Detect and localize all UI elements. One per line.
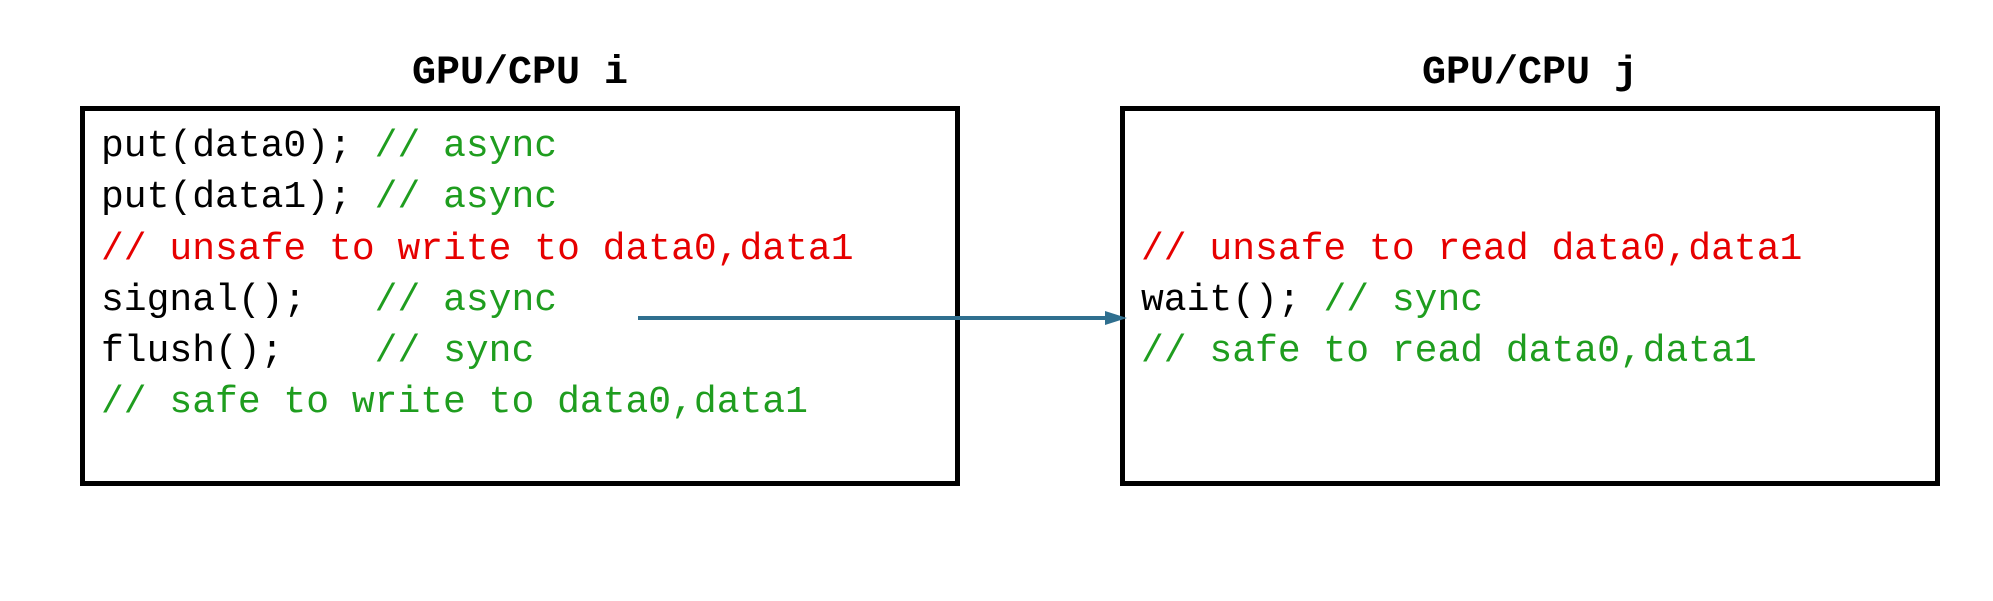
code-segment: signal(); (101, 279, 375, 322)
block-title-i: GPU/CPU i (80, 50, 960, 98)
code-line: // safe to read data0,data1 (1141, 326, 1919, 377)
code-segment: put(data0); (101, 125, 375, 168)
block-title-j: GPU/CPU j (1120, 50, 1940, 98)
code-line: // safe to write to data0,data1 (101, 377, 939, 428)
process-block-i: GPU/CPU i put(data0); // asyncput(data1)… (80, 50, 960, 486)
code-line: put(data1); // async (101, 172, 939, 223)
code-segment: // safe to write to data0,data1 (101, 381, 808, 424)
process-block-j: GPU/CPU j // unsafe to read data0,data1w… (1120, 50, 1940, 486)
code-segment (1141, 381, 1164, 424)
code-line: // unsafe to write to data0,data1 (101, 224, 939, 275)
code-box-j: // unsafe to read data0,data1wait(); // … (1120, 106, 1940, 486)
code-line (1141, 377, 1919, 428)
code-line: flush(); // sync (101, 326, 939, 377)
code-segment (1141, 125, 1164, 168)
code-segment: // sync (375, 330, 535, 373)
code-segment: // safe to read data0,data1 (1141, 330, 1757, 373)
code-line: wait(); // sync (1141, 275, 1919, 326)
code-line: signal(); // async (101, 275, 939, 326)
code-box-i: put(data0); // asyncput(data1); // async… (80, 106, 960, 486)
code-segment: // async (375, 279, 557, 322)
code-segment: // unsafe to read data0,data1 (1141, 228, 1802, 271)
code-segment: // sync (1323, 279, 1483, 322)
code-segment: flush(); (101, 330, 375, 373)
diagram-root: GPU/CPU i put(data0); // asyncput(data1)… (20, 20, 1993, 581)
code-segment: wait(); (1141, 279, 1323, 322)
code-segment: // async (375, 176, 557, 219)
code-segment (1141, 176, 1164, 219)
code-line (1141, 172, 1919, 223)
code-segment: // unsafe to write to data0,data1 (101, 228, 854, 271)
code-segment: // async (375, 125, 557, 168)
code-segment: put(data1); (101, 176, 375, 219)
code-line: // unsafe to read data0,data1 (1141, 224, 1919, 275)
code-line: put(data0); // async (101, 121, 939, 172)
code-line (1141, 121, 1919, 172)
